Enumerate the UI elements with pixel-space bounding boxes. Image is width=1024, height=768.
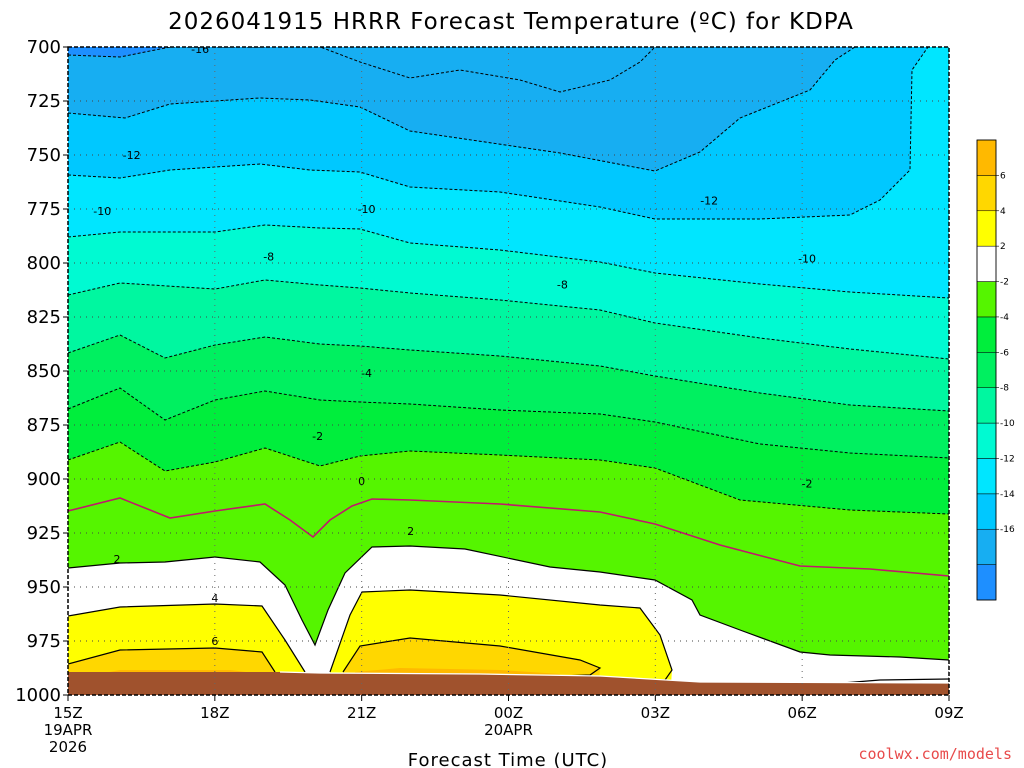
contour-label: -4 <box>361 367 372 380</box>
contour-label-text: 6 <box>211 635 218 648</box>
colorbar-swatch <box>976 175 997 212</box>
y-tick-label: 750 <box>27 145 61 166</box>
contour-label: -10 <box>798 253 816 266</box>
contour-label-text: 2 <box>113 553 120 566</box>
colorbar: -16 -14 -12 -10 -8 -6 -4 -2 2 4 6 <box>976 139 1015 601</box>
y-tick-label: 975 <box>27 631 61 652</box>
colorbar-swatch <box>976 245 997 282</box>
x-tick-label: 00Z <box>494 704 523 722</box>
colorbar-frame <box>976 139 997 601</box>
contour-label: -12 <box>123 149 141 162</box>
contour-label: -12 <box>700 194 718 207</box>
contour-label: 2 <box>407 525 414 538</box>
y-tick-label: 775 <box>27 199 61 220</box>
x-tick-label: 03Z <box>641 704 670 722</box>
contour-label-text: -8 <box>263 251 274 264</box>
colorbar-swatch <box>976 352 997 388</box>
colorbar-tick-label: 2 <box>1000 242 1006 252</box>
y-tick-label: 1000 <box>15 685 61 706</box>
x-tick-label: 19APR <box>44 721 93 739</box>
colorbar-swatch <box>976 458 997 495</box>
colorbar-swatch <box>976 564 997 601</box>
colorbar-swatch <box>976 281 997 318</box>
contour-labels: -16 -12 -12 -10 -10 -10 -8 -8 -4 -2 -2 0 2 2 4 6 <box>93 43 816 648</box>
contour-label-text: -8 <box>557 279 568 292</box>
contour-label-text: -10 <box>358 203 376 216</box>
contour-label-text: -12 <box>700 194 718 207</box>
y-tick-label: 850 <box>27 361 61 382</box>
colorbar-tick-label: -10 <box>1000 419 1015 429</box>
y-tick-label: 950 <box>27 577 61 598</box>
x-tick-label: 20APR <box>484 721 533 739</box>
contour-label-text: -4 <box>361 367 372 380</box>
contour-label-text: -10 <box>798 253 816 266</box>
contour-label-text: -12 <box>123 149 141 162</box>
colorbar-tick-label: -14 <box>1000 490 1015 500</box>
colorbar-tick-label: -12 <box>1000 454 1015 464</box>
contour-label-text: -2 <box>312 430 323 443</box>
colorbar-swatch <box>976 493 997 530</box>
grid-lines <box>68 47 949 695</box>
colorbar-swatch <box>976 528 997 565</box>
colorbar-swatch <box>976 139 997 176</box>
contour-label: -16 <box>191 43 209 56</box>
contour-label: -10 <box>358 203 376 216</box>
colorbar-tick-label: -4 <box>1000 313 1009 323</box>
colorbar-tick-label: -16 <box>1000 525 1015 535</box>
y-tick-label: 925 <box>27 523 61 544</box>
colorbar-swatch <box>976 387 997 424</box>
x-tick-label: 21Z <box>347 704 376 722</box>
contour-label: -10 <box>93 205 111 218</box>
contour-label-text: 4 <box>211 592 218 605</box>
plot-area: -16 -12 -12 -10 -10 -10 -8 -8 -4 -2 -2 0 2 2 4 6 <box>68 43 949 695</box>
contour-label: 0 <box>358 475 365 488</box>
y-tick-label: 825 <box>27 307 61 328</box>
freezing-line <box>68 497 949 577</box>
y-axis: 700 725 750 775 800 825 850 875 900 925 950 975 1000 <box>15 37 68 706</box>
y-tick-label: 875 <box>27 415 61 436</box>
contour-label: -8 <box>263 251 274 264</box>
contour-label-text: -2 <box>802 477 813 490</box>
contour-label-text: -10 <box>93 205 111 218</box>
ground-top-edge <box>279 671 949 684</box>
positive-isotherms <box>68 545 949 685</box>
colorbar-swatch <box>976 210 997 247</box>
contour-label-text: 2 <box>407 525 414 538</box>
colorbar-tick-label: 6 <box>1000 171 1006 181</box>
x-tick-label: 15Z <box>53 704 82 722</box>
contour-label: -2 <box>802 477 813 490</box>
contour-label-text: 0 <box>358 475 365 488</box>
contour-label: 4 <box>211 592 218 605</box>
y-tick-label: 800 <box>27 253 61 274</box>
x-tick-label: 18Z <box>200 704 229 722</box>
colorbar-swatch <box>976 422 997 459</box>
chart-title: 2026041915 HRRR Forecast Temperature (ºC… <box>168 9 854 35</box>
colorbar-swatch <box>976 316 997 353</box>
contour-label: 2 <box>113 553 120 566</box>
colorbar-tick-label: -2 <box>1000 278 1009 288</box>
x-tick-label: 06Z <box>787 704 816 722</box>
contour-label: 6 <box>211 635 218 648</box>
contour-label-text: -16 <box>191 43 209 56</box>
contour-label: -8 <box>557 279 568 292</box>
x-tick-label: 09Z <box>934 704 963 722</box>
y-tick-label: 700 <box>27 37 61 58</box>
x-tick-label: 2026 <box>49 738 87 756</box>
contour-label: -2 <box>312 430 323 443</box>
colorbar-tick-label: -8 <box>1000 384 1009 394</box>
y-tick-label: 725 <box>27 91 61 112</box>
x-axis-label: Forecast Time (UTC) <box>408 750 608 768</box>
credit-text[interactable]: coolwx.com/models <box>858 745 1012 763</box>
y-tick-label: 900 <box>27 469 61 490</box>
colorbar-tick-label: -6 <box>1000 348 1009 358</box>
colorbar-tick-label: 4 <box>1000 207 1006 217</box>
